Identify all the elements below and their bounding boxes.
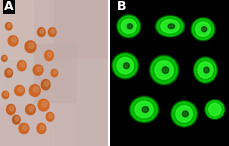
Ellipse shape [209,103,221,116]
Ellipse shape [112,53,138,78]
Ellipse shape [26,104,35,115]
Ellipse shape [4,92,8,96]
Ellipse shape [172,102,196,126]
Ellipse shape [10,106,14,111]
Ellipse shape [6,104,15,115]
Bar [76,58,109,146]
Ellipse shape [195,58,216,82]
Ellipse shape [204,67,209,73]
Ellipse shape [127,24,132,29]
Bar [0,102,54,146]
Ellipse shape [48,52,52,57]
Ellipse shape [131,98,157,121]
Ellipse shape [149,55,179,85]
Ellipse shape [45,50,53,61]
Ellipse shape [33,86,39,92]
Ellipse shape [117,58,134,74]
Ellipse shape [8,70,11,74]
Text: A: A [4,0,14,13]
Ellipse shape [53,70,57,74]
Ellipse shape [37,123,46,134]
Ellipse shape [41,80,50,90]
Ellipse shape [20,62,25,67]
Bar [54,0,109,58]
Ellipse shape [193,57,218,84]
Bar [0,58,33,102]
Ellipse shape [155,61,173,79]
Ellipse shape [192,18,215,40]
Ellipse shape [142,107,149,112]
Ellipse shape [192,19,214,39]
Ellipse shape [155,15,185,37]
Ellipse shape [121,19,136,33]
Ellipse shape [5,69,13,77]
Ellipse shape [117,15,140,37]
Ellipse shape [176,106,192,122]
Ellipse shape [8,24,11,27]
Ellipse shape [161,20,179,33]
Ellipse shape [168,24,174,29]
Ellipse shape [19,123,29,134]
Ellipse shape [129,96,159,123]
Ellipse shape [51,69,58,77]
Ellipse shape [40,29,44,33]
Ellipse shape [29,106,34,111]
Ellipse shape [135,101,153,118]
Ellipse shape [49,114,53,118]
Ellipse shape [48,28,56,36]
Ellipse shape [123,63,129,69]
Ellipse shape [151,57,177,83]
Ellipse shape [130,97,158,122]
Ellipse shape [5,23,12,30]
Ellipse shape [194,58,217,83]
Ellipse shape [25,41,36,53]
Ellipse shape [171,100,198,127]
Bar [0,0,33,58]
Ellipse shape [191,18,215,41]
Ellipse shape [196,22,210,36]
Bar [33,44,76,102]
Ellipse shape [183,111,188,117]
Ellipse shape [37,66,41,72]
Text: B: B [117,0,126,13]
Ellipse shape [117,14,141,38]
Ellipse shape [118,16,139,36]
Ellipse shape [113,54,137,77]
Ellipse shape [29,85,40,96]
Ellipse shape [15,85,25,96]
Ellipse shape [2,55,7,61]
Ellipse shape [51,29,55,33]
Ellipse shape [3,56,6,59]
Ellipse shape [205,100,224,119]
Ellipse shape [42,101,47,107]
Ellipse shape [150,56,178,84]
Ellipse shape [38,28,45,36]
Ellipse shape [17,61,26,71]
Ellipse shape [205,99,225,120]
Ellipse shape [13,115,20,124]
Ellipse shape [18,87,23,92]
Ellipse shape [202,27,207,32]
Ellipse shape [15,117,19,121]
Ellipse shape [198,62,213,78]
Ellipse shape [156,16,184,36]
Ellipse shape [172,101,197,126]
Ellipse shape [12,37,16,42]
Ellipse shape [46,112,54,121]
Ellipse shape [8,36,18,46]
Ellipse shape [33,65,43,75]
Ellipse shape [206,101,224,118]
Ellipse shape [44,81,49,86]
Ellipse shape [40,125,44,130]
Ellipse shape [162,67,169,73]
Ellipse shape [2,91,9,99]
Ellipse shape [112,52,139,79]
Ellipse shape [29,43,34,48]
Ellipse shape [22,125,27,130]
Ellipse shape [157,17,183,36]
Ellipse shape [38,99,49,111]
